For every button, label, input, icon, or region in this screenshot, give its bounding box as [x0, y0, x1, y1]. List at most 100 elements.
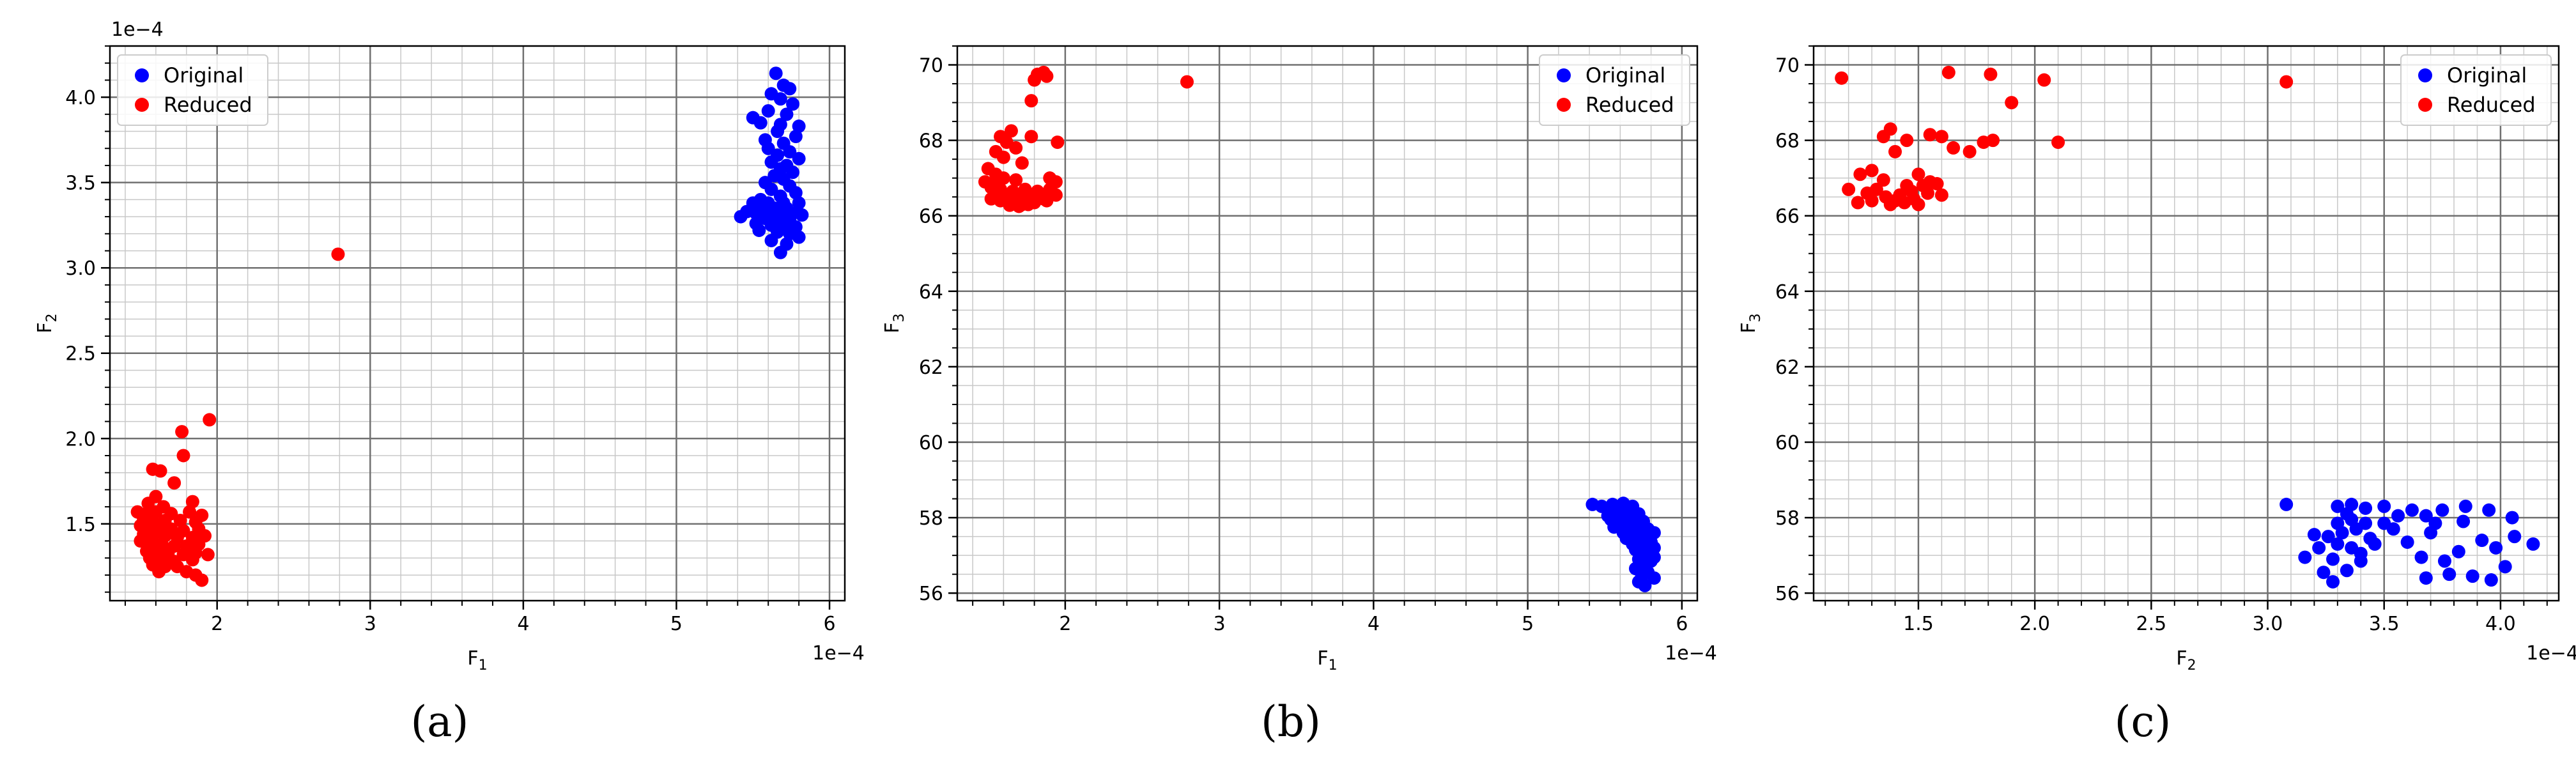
data-point-original — [2475, 534, 2489, 548]
data-point-reduced — [1916, 178, 1930, 192]
data-point-original — [792, 230, 806, 244]
data-point-reduced — [153, 464, 167, 478]
data-point-original — [2340, 507, 2354, 521]
legend-box — [2400, 54, 2552, 126]
y-tick-label: 60 — [1775, 432, 1800, 454]
x-offset-text: 1e−4 — [1665, 642, 1717, 665]
chart-panel-b: 2 3 4 5 656586062646668701e−4F1F3OriginalRed… — [881, 45, 1717, 674]
data-point-original — [2526, 537, 2540, 551]
data-point-reduced — [1984, 67, 1998, 81]
legend-label-reduced: Reduced — [164, 93, 252, 117]
data-point-original — [2505, 511, 2519, 525]
data-point-original — [2405, 503, 2419, 517]
y-tick-label: 56 — [1775, 583, 1800, 605]
data-point-reduced — [1015, 156, 1029, 170]
data-point-reduced — [1934, 188, 1948, 202]
data-point-reduced — [1923, 128, 1937, 142]
y-tick-label: 4.0 — [65, 87, 96, 109]
x-tick-label: 3 — [1214, 613, 1226, 635]
y-tick-label: 68 — [919, 130, 943, 153]
y-tick-label: 60 — [919, 432, 943, 454]
data-point-original — [2414, 550, 2428, 564]
data-point-original — [1604, 512, 1618, 527]
data-point-original — [2451, 544, 2465, 558]
data-point-reduced — [1028, 73, 1042, 87]
data-point-reduced — [176, 449, 190, 463]
data-point-reduced — [185, 553, 199, 567]
data-point-reduced — [1986, 134, 2000, 148]
y-axis-label-main: F — [881, 322, 904, 333]
data-point-original — [2354, 554, 2368, 568]
y-axis-label: F2 — [34, 313, 60, 333]
data-point-reduced — [173, 513, 187, 527]
data-point-original — [2331, 516, 2345, 530]
data-point-original — [2331, 537, 2345, 551]
series-original — [2279, 497, 2540, 589]
major-grid — [1814, 46, 2559, 601]
series-reduced — [978, 65, 1194, 213]
data-point-reduced — [2037, 73, 2051, 87]
data-point-original — [2359, 516, 2373, 530]
data-point-reduced — [1888, 144, 1902, 158]
data-point-reduced — [1900, 134, 1914, 148]
data-point-original — [2465, 569, 2480, 583]
x-tick-label: 2 — [1059, 613, 1071, 635]
data-point-reduced — [1851, 196, 1865, 210]
legend-marker-reduced — [135, 98, 149, 112]
data-point-original — [2428, 516, 2442, 530]
data-point-original — [764, 155, 778, 169]
data-point-original — [2458, 499, 2472, 513]
series-original — [1585, 497, 1661, 592]
data-point-reduced — [1963, 144, 1977, 158]
x-tick-label: 4 — [1368, 613, 1380, 635]
data-point-reduced — [195, 573, 209, 587]
chart-panel-c: 1.5 2.0 2.5 3.0 3.5 4.056586062646668701e−4F2… — [1738, 45, 2576, 674]
x-axis-label-main: F — [2176, 647, 2187, 670]
data-point-original — [780, 107, 794, 121]
data-point-reduced — [1876, 173, 1890, 187]
x-axis-label: F2 — [2176, 647, 2196, 674]
data-point-original — [2326, 552, 2340, 566]
minor-grid — [110, 45, 845, 601]
legend-marker-reduced — [1557, 98, 1571, 112]
data-point-original — [2400, 535, 2414, 549]
data-point-reduced — [984, 192, 998, 206]
x-tick-label: 6 — [1676, 613, 1688, 635]
legend-marker-reduced — [2418, 98, 2432, 112]
data-point-original — [769, 66, 783, 81]
data-point-original — [2508, 530, 2522, 544]
series-original — [734, 66, 809, 259]
x-axis-label-subscript: 1 — [479, 658, 488, 674]
major-grid — [110, 46, 845, 601]
legend: Original Reduced — [117, 54, 268, 126]
legend-marker-original — [135, 68, 149, 82]
data-point-original — [753, 116, 767, 130]
data-point-original — [2279, 497, 2294, 511]
data-point-reduced — [1842, 182, 1856, 196]
legend-box — [1539, 54, 1690, 126]
axes-frame — [956, 45, 1699, 602]
legend-marker-original — [2418, 68, 2432, 82]
y-tick-label: 1.5 — [65, 514, 96, 536]
data-point-original — [789, 186, 803, 200]
data-point-original — [734, 210, 748, 224]
x-tick-label: 3 — [364, 613, 376, 635]
y-tick-label: 64 — [919, 281, 943, 304]
data-point-original — [764, 233, 778, 247]
legend-marker-original — [1557, 68, 1571, 82]
data-point-original — [752, 223, 766, 237]
x-tick-label: 4 — [517, 613, 529, 635]
data-point-original — [792, 151, 806, 166]
data-point-reduced — [1941, 65, 1955, 79]
y-tick-label: 66 — [1775, 206, 1800, 228]
data-point-original — [2368, 537, 2382, 551]
data-point-original — [773, 92, 787, 106]
data-point-original — [761, 104, 775, 118]
data-point-original — [1619, 514, 1633, 528]
x-axis-label-subscript: 2 — [2187, 658, 2196, 674]
x-axis-label: F1 — [467, 647, 487, 674]
data-point-reduced — [1934, 130, 1948, 144]
data-point-original — [783, 82, 797, 96]
legend-label-reduced: Reduced — [1585, 93, 1674, 117]
